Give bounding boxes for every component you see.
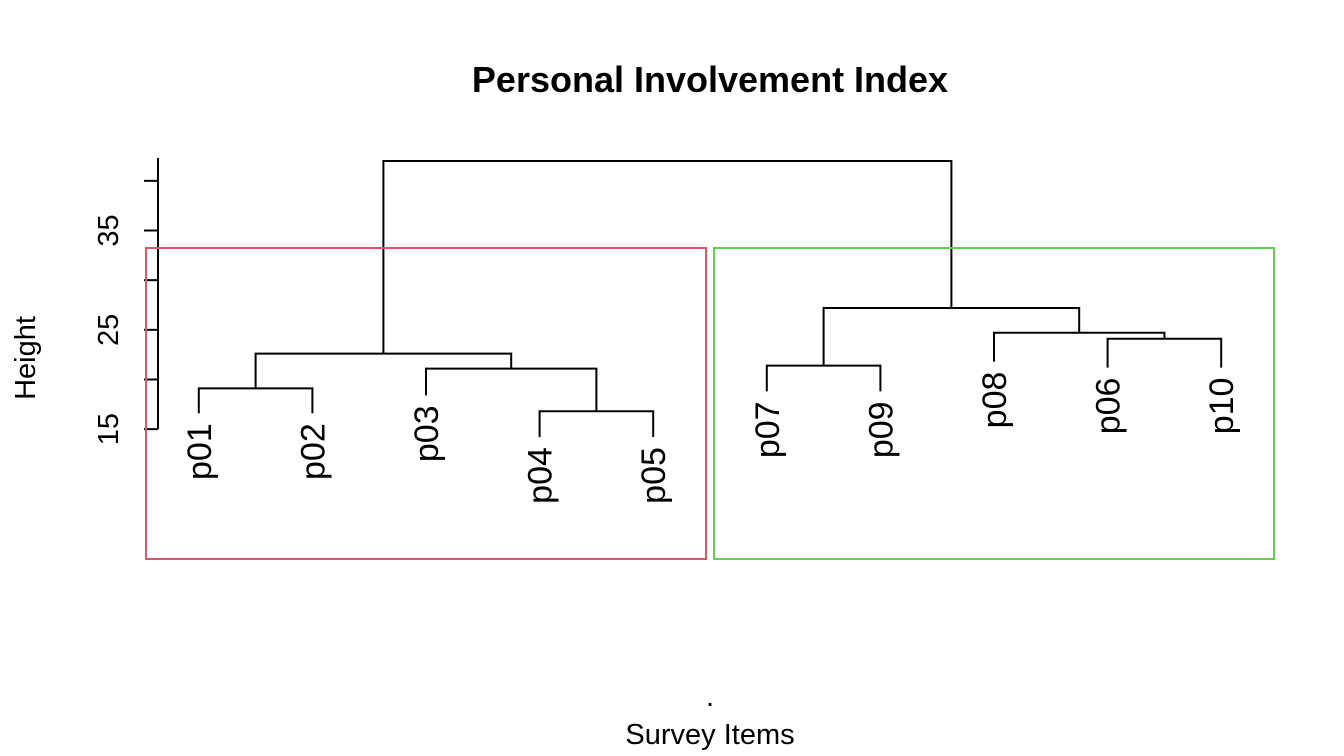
x-axis-label: Survey Items <box>625 719 794 751</box>
chart-title: Personal Involvement Index <box>472 59 948 100</box>
leaf-label-p05: p05 <box>635 447 673 504</box>
y-tick-label: 25 <box>93 314 125 346</box>
leaf-label-p04: p04 <box>522 447 560 504</box>
leaf-label-p07: p07 <box>749 401 787 458</box>
leaf-label-p02: p02 <box>294 423 332 480</box>
dendrogram-link <box>993 331 1166 362</box>
leaf-labels: p01 p02 p03 p04 p05 p07 p09 p08 p06 p10 <box>181 372 1241 504</box>
dendrogram-link <box>254 352 513 389</box>
dendrogram-links <box>197 159 1223 438</box>
y-axis-label: Height <box>10 316 42 400</box>
leaf-label-p08: p08 <box>976 372 1014 429</box>
dendrogram-link <box>822 306 1081 366</box>
leaf-label-p06: p06 <box>1090 378 1128 435</box>
leaf-label-p09: p09 <box>862 401 900 458</box>
cluster-box-2 <box>713 247 1275 560</box>
leaf-label-p03: p03 <box>408 405 446 462</box>
dendrogram-link <box>1106 337 1223 368</box>
dendrogram-link <box>425 367 598 412</box>
leaf-label-p10: p10 <box>1203 378 1241 435</box>
y-tick-label: 15 <box>93 413 125 445</box>
y-axis: 15 25 35 <box>93 158 159 445</box>
dendrogram-link <box>538 410 655 438</box>
leaf-label-p01: p01 <box>181 423 219 480</box>
dendrogram-link <box>382 159 953 354</box>
cluster-box-1 <box>145 247 707 560</box>
cluster-boxes <box>145 247 1275 560</box>
x-axis-sublabel: . <box>706 681 714 713</box>
y-tick-label: 35 <box>93 214 125 246</box>
dendrogram-link <box>197 387 314 414</box>
dendrogram-link <box>765 364 882 392</box>
